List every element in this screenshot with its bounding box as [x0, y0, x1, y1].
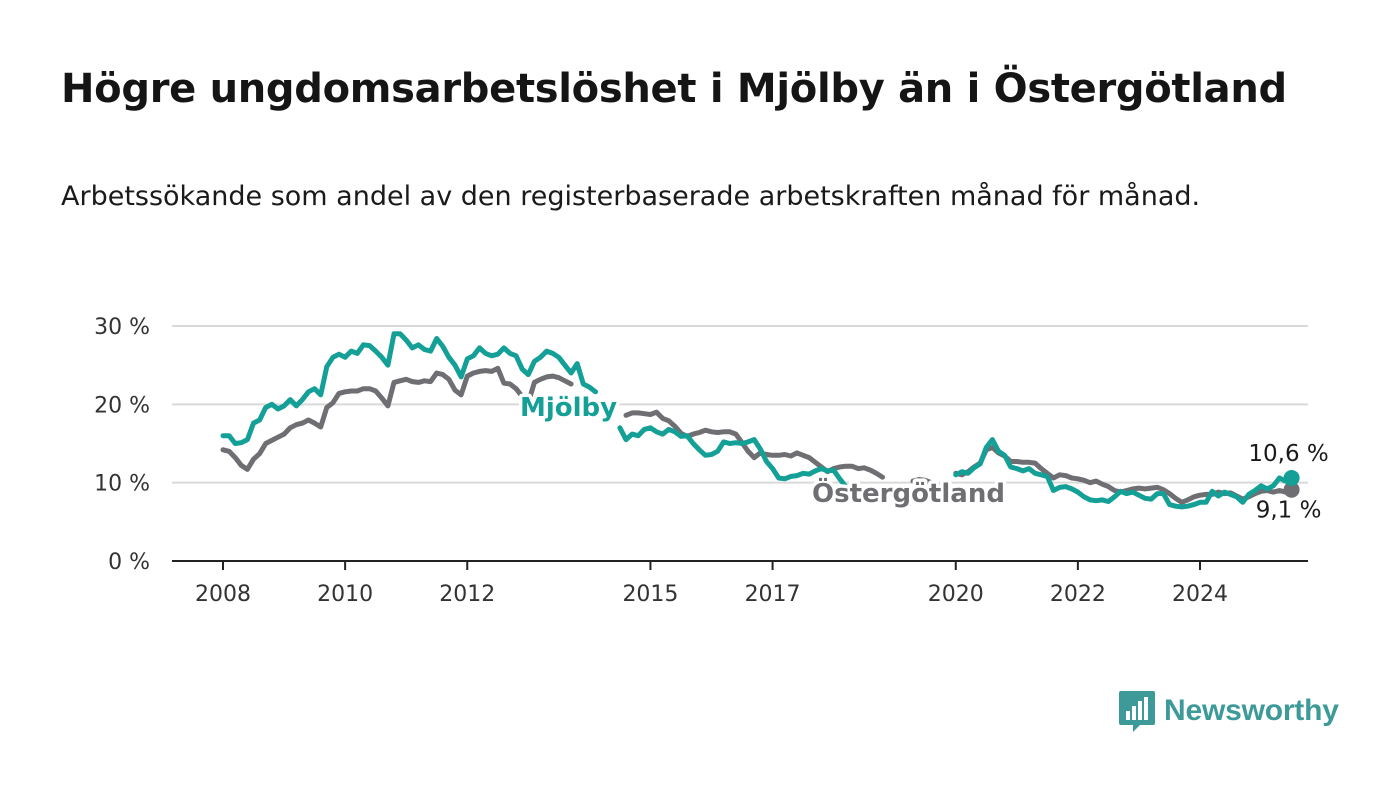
chart-speech-bubble-icon [1119, 691, 1155, 732]
end-point-marker [1283, 481, 1300, 498]
chart-title: Högre ungdomsarbetslöshet i Mjölby än i … [61, 66, 1287, 112]
series-name-label: Mjölby [520, 393, 617, 423]
x-tick-label: 2017 [745, 582, 801, 607]
y-tick-label: 30 % [94, 315, 150, 340]
y-tick-label: 10 % [94, 472, 150, 497]
x-tick-label: 2010 [317, 582, 373, 607]
axes: 0 % 10 % 20 % 30 % 2008 2010 2012 2015 2017 2020 2… [94, 315, 1308, 607]
newsworthy-logo: Newsworthy [1118, 689, 1339, 733]
series-labels: 9,1 % 10,6 % Mjölby Östergötland [517, 390, 1329, 524]
series-name-label: Östergötland [812, 476, 1005, 509]
chart-subtitle: Arbetssökande som andel av den registerb… [61, 181, 1201, 212]
y-tick-label: 20 % [94, 393, 150, 418]
x-tick-label: 2020 [928, 582, 984, 607]
series-lines [220, 331, 1300, 510]
series-line-mjölby [220, 331, 1295, 510]
x-tick-label: 2024 [1172, 582, 1228, 607]
y-tick-label: 0 % [108, 550, 150, 575]
end-point-marker [1283, 469, 1300, 486]
x-tick-label: 2008 [195, 582, 251, 607]
x-tick-label: 2012 [439, 582, 495, 607]
series-line-östergötland [220, 365, 1295, 505]
end-value-label: 10,6 % [1248, 441, 1328, 467]
x-tick-label: 2022 [1050, 582, 1106, 607]
end-value-label: 9,1 % [1256, 498, 1322, 524]
x-tick-label: 2015 [622, 582, 678, 607]
gridlines [172, 325, 1308, 484]
brand-name: Newsworthy [1164, 694, 1339, 727]
